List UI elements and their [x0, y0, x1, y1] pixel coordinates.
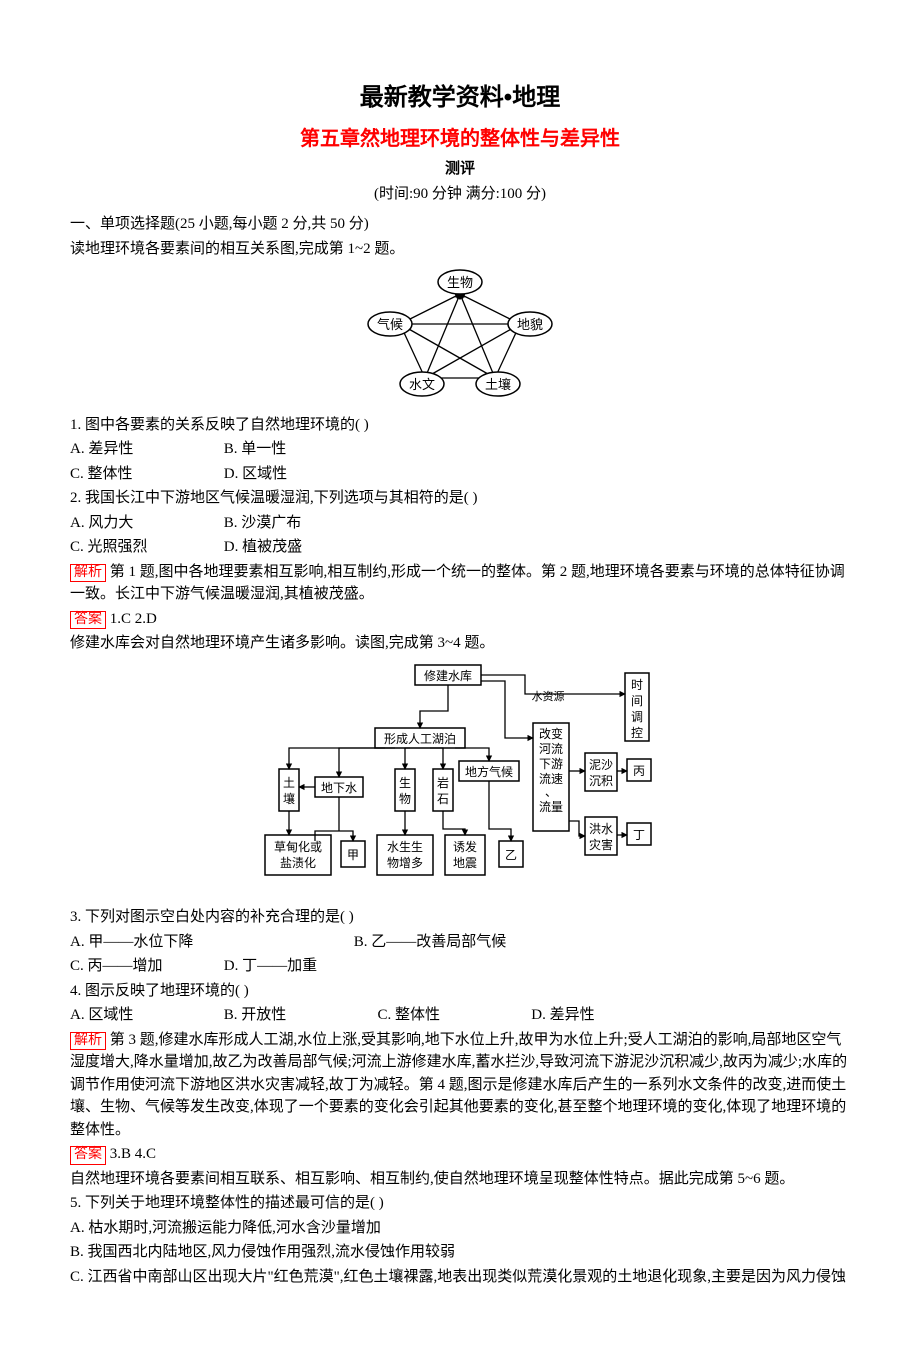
- q5-optB: B. 我国西北内陆地区,风力侵蚀作用强烈,流水侵蚀作用较弱: [70, 1241, 850, 1264]
- svg-text:流量: 流量: [539, 800, 563, 814]
- q34-answer: 答案 3.B 4.C: [70, 1143, 850, 1166]
- q1-options-row1: A. 差异性 B. 单一性: [70, 438, 850, 461]
- svg-text:洪水: 洪水: [589, 822, 613, 836]
- q34-analysis-text: 第 3 题,修建水库形成人工湖,水位上涨,受其影响,地下水位上升,故甲为水位上升…: [70, 1032, 847, 1138]
- svg-text:间: 间: [631, 694, 643, 708]
- q12-analysis: 解析 第 1 题,图中各地理要素相互影响,相互制约,形成一个统一的整体。第 2 …: [70, 561, 850, 606]
- fig1-node-left: 气候: [377, 317, 403, 332]
- fig1-node-top: 生物: [447, 275, 473, 290]
- q34-analysis: 解析 第 3 题,修建水库形成人工湖,水位上涨,受其影响,地下水位上升,故甲为水…: [70, 1029, 850, 1142]
- q3-optD: D. 丁——加重: [224, 955, 374, 978]
- svg-text:调: 调: [631, 710, 643, 724]
- q2-optD: D. 植被茂盛: [224, 536, 374, 559]
- svg-text:物: 物: [399, 792, 411, 806]
- q34-intro: 修建水库会对自然地理环境产生诸多影响。读图,完成第 3~4 题。: [70, 632, 850, 655]
- q2-optC: C. 光照强烈: [70, 536, 220, 559]
- fig2-jia: 甲: [347, 848, 359, 862]
- q1-options-row2: C. 整体性 D. 区域性: [70, 463, 850, 486]
- fig2-yi: 乙: [505, 848, 517, 862]
- q3-optC: C. 丙——增加: [70, 955, 220, 978]
- svg-text:河流: 河流: [539, 742, 563, 756]
- answer-tag: 答案: [70, 1146, 106, 1165]
- svg-text:物增多: 物增多: [387, 856, 423, 870]
- q4-optC: C. 整体性: [378, 1004, 528, 1027]
- svg-text:地震: 地震: [453, 856, 477, 870]
- svg-text:土: 土: [283, 776, 295, 790]
- chapter-title: 第五章然地理环境的整体性与差异性: [70, 124, 850, 154]
- svg-text:岩: 岩: [437, 775, 449, 790]
- q3-stem: 3. 下列对图示空白处内容的补充合理的是( ): [70, 906, 850, 929]
- q2-options-row2: C. 光照强烈 D. 植被茂盛: [70, 536, 850, 559]
- q12-answer: 答案 1.C 2.D: [70, 608, 850, 631]
- q56-intro: 自然地理环境各要素间相互联系、相互影响、相互制约,使自然地理环境呈现整体性特点。…: [70, 1168, 850, 1191]
- svg-text:灾害: 灾害: [589, 837, 613, 852]
- fig2-gw: 地下水: [321, 781, 357, 795]
- q1-optD: D. 区域性: [224, 463, 374, 486]
- svg-text:控: 控: [631, 726, 643, 740]
- q4-options: A. 区域性 B. 开放性 C. 整体性 D. 差异性: [70, 1004, 850, 1027]
- q5-optA: A. 枯水期时,河流搬运能力降低,河水含沙量增加: [70, 1217, 850, 1240]
- q5-stem: 5. 下列关于地理环境整体性的描述最可信的是( ): [70, 1192, 850, 1215]
- q1-stem: 1. 图中各要素的关系反映了自然地理环境的( ): [70, 414, 850, 437]
- section-heading: 一、单项选择题(25 小题,每小题 2 分,共 50 分): [70, 213, 850, 236]
- q4-optD: D. 差异性: [531, 1004, 681, 1027]
- fig1-node-bl: 水文: [409, 377, 435, 392]
- q12-analysis-text: 第 1 题,图中各地理要素相互影响,相互制约,形成一个统一的整体。第 2 题,地…: [70, 564, 845, 603]
- fig1-node-br: 土壤: [485, 377, 511, 392]
- q4-optA: A. 区域性: [70, 1004, 220, 1027]
- svg-text:泥沙: 泥沙: [589, 758, 613, 772]
- fig2-climate: 地方气候: [465, 764, 513, 779]
- answer-tag: 答案: [70, 611, 106, 630]
- svg-text:流速: 流速: [539, 772, 563, 786]
- fig2-res: 水资源: [532, 689, 565, 703]
- eval-label: 测评: [70, 158, 850, 181]
- analysis-tag: 解析: [70, 564, 106, 583]
- svg-text:诱发: 诱发: [453, 839, 477, 854]
- figure-1-pentagon: 生物 气候 地貌 水文 土壤: [70, 266, 850, 408]
- q2-options-row1: A. 风力大 B. 沙漠广布: [70, 512, 850, 535]
- exam-meta: (时间:90 分钟 满分:100 分): [70, 183, 850, 206]
- q4-optB: B. 开放性: [224, 1004, 374, 1027]
- svg-text:草甸化或: 草甸化或: [274, 840, 322, 854]
- q1-optA: A. 差异性: [70, 438, 220, 461]
- fig2-lake: 形成人工湖泊: [384, 731, 456, 746]
- q12-answer-text: 1.C 2.D: [110, 611, 157, 627]
- svg-text:石: 石: [437, 792, 449, 806]
- svg-text:沉积: 沉积: [589, 774, 613, 788]
- q12-intro: 读地理环境各要素间的相互关系图,完成第 1~2 题。: [70, 238, 850, 261]
- q3-optA: A. 甲——水位下降: [70, 931, 350, 954]
- q4-stem: 4. 图示反映了地理环境的( ): [70, 980, 850, 1003]
- q2-optB: B. 沙漠广布: [224, 512, 374, 535]
- q1-optB: B. 单一性: [224, 438, 374, 461]
- q2-stem: 2. 我国长江中下游地区气候温暖湿润,下列选项与其相符的是( ): [70, 487, 850, 510]
- svg-text:盐渍化: 盐渍化: [280, 856, 316, 870]
- q3-optB: B. 乙——改善局部气候: [354, 931, 507, 954]
- svg-text:下游: 下游: [539, 757, 563, 771]
- svg-text:、: 、: [545, 785, 557, 799]
- fig1-node-right: 地貌: [517, 317, 543, 332]
- fig2-top: 修建水库: [424, 668, 472, 683]
- fig2-ding: 丁: [633, 828, 645, 842]
- doc-title: 最新教学资料•地理: [70, 80, 850, 116]
- q3-options-row1: A. 甲——水位下降 B. 乙——改善局部气候: [70, 931, 850, 954]
- analysis-tag: 解析: [70, 1032, 106, 1051]
- q5-optC: C. 江西省中南部山区出现大片"红色荒漠",红色土壤裸露,地表出现类似荒漠化景观…: [70, 1266, 850, 1289]
- fig2-bing: 丙: [633, 764, 645, 778]
- svg-text:水生生: 水生生: [387, 840, 423, 854]
- q2-optA: A. 风力大: [70, 512, 220, 535]
- svg-text:生: 生: [399, 776, 411, 790]
- figure-2-flowchart: 修建水库 水资源 时 间 调 控 形成人工湖泊 改变 河流 下游 流速 、 流量…: [70, 661, 850, 901]
- q34-answer-text: 3.B 4.C: [110, 1146, 156, 1162]
- q1-optC: C. 整体性: [70, 463, 220, 486]
- svg-text:时: 时: [631, 678, 643, 692]
- svg-text:改变: 改变: [539, 726, 563, 741]
- q3-options-row2: C. 丙——增加 D. 丁——加重: [70, 955, 850, 978]
- svg-text:壤: 壤: [283, 791, 295, 806]
